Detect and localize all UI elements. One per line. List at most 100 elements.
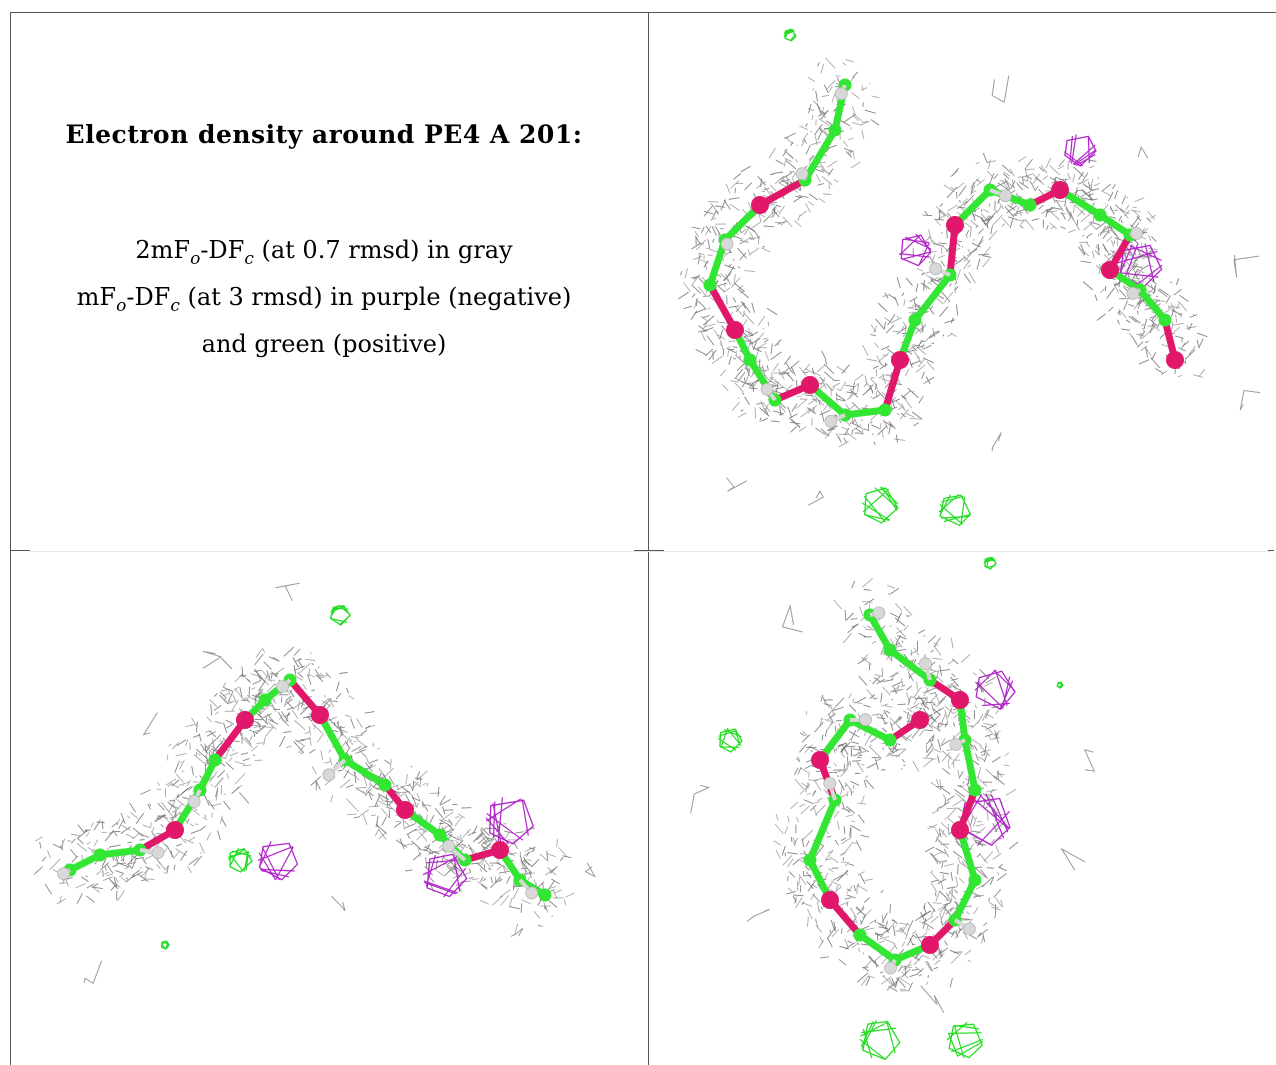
gray-density-mesh [690, 577, 1096, 1014]
hydrogen-atom [151, 846, 165, 859]
positive-density-blob [717, 728, 743, 753]
carbon-atom [378, 778, 392, 792]
oxygen-atom [911, 711, 929, 729]
hydrogen-atom [1130, 227, 1143, 240]
caption-line2-sub-o: o [116, 295, 127, 316]
frame-middle-horizontal-center [634, 550, 664, 551]
carbon-atom [968, 783, 982, 797]
hydrogen-atom [999, 189, 1012, 203]
hydrogen-atom [795, 167, 809, 181]
negative-density-blob [899, 233, 932, 267]
positive-density-blob [160, 940, 170, 950]
frame-middle-horizontal-right [1268, 550, 1274, 551]
negative-density-blob [1063, 134, 1097, 167]
divider-faint [30, 551, 1270, 552]
carbon-atom [1023, 198, 1037, 212]
positive-density-blob [227, 847, 253, 873]
negative-density-blob [485, 797, 534, 845]
hydrogen-atom [884, 961, 897, 975]
gray-density-mesh [678, 57, 1261, 506]
positive-density-blob [861, 486, 899, 524]
positive-density-blob [946, 1021, 984, 1059]
oxygen-atom [396, 801, 414, 819]
oxygen-atom [726, 321, 744, 339]
caption-line1-sub-o: o [190, 248, 201, 269]
carbon-atom [853, 928, 867, 942]
panel-top-right-density-view [678, 28, 1261, 527]
caption-line2-sub-c: c [170, 295, 180, 316]
hydrogen-atom [823, 777, 837, 790]
hydrogen-atom [872, 606, 886, 620]
carbon-atom [433, 828, 447, 842]
negative-density-blob [974, 669, 1016, 711]
oxygen-atom [921, 936, 939, 954]
gray-density-mesh [33, 582, 597, 985]
positive-density-blob [983, 556, 997, 570]
frame-middle-horizontal-left [10, 550, 30, 551]
oxygen-atom [166, 821, 184, 839]
carbon-atom [908, 313, 922, 327]
caption-title: Electron density around PE4 A 201: [65, 120, 583, 149]
hydrogen-atom [760, 382, 774, 396]
hydrogen-atom [859, 713, 872, 727]
negative-density-blob [1117, 242, 1163, 288]
carbon-atom [1093, 208, 1107, 222]
carbon-atom [803, 853, 817, 867]
oxygen-atom [801, 376, 819, 394]
caption-line2-suffix: (at 3 rmsd) in purple (negative) [179, 282, 572, 311]
oxygen-atom [311, 706, 329, 724]
carbon-atom [828, 123, 842, 137]
hydrogen-atom [929, 262, 942, 276]
hydrogen-atom [322, 768, 336, 782]
frame-left [10, 12, 11, 1065]
hydrogen-atom [919, 657, 932, 671]
caption-line1-suffix: (at 0.7 rmsd) in gray [253, 236, 513, 264]
oxygen-atom [946, 216, 964, 234]
carbon-atom [878, 403, 892, 417]
oxygen-atom [491, 841, 509, 859]
carbon-atom [703, 278, 717, 292]
carbon-atom [883, 733, 897, 747]
caption-line-difference-map: mFo-DFc (at 3 rmsd) in purple (negative) [14, 278, 634, 325]
hydrogen-atom [276, 680, 290, 693]
negative-density-blob [422, 853, 468, 898]
carbon-atom [93, 848, 107, 862]
hydrogen-atom [57, 867, 70, 880]
caption-line-positive: and green (positive) [201, 329, 447, 358]
hydrogen-atom [525, 886, 539, 900]
positive-density-blob [783, 28, 797, 42]
caption-line1-prefix: 2mF [135, 236, 191, 264]
carbon-atom [1158, 313, 1172, 327]
stick-model [57, 673, 552, 902]
caption-line-gray-map: 2mFo-DFc (at 0.7 rmsd) in gray [14, 231, 634, 278]
oxygen-atom [1051, 181, 1069, 199]
caption-line2-mid: -DF [126, 282, 171, 311]
carbon-atom [883, 643, 897, 657]
panel-bottom-left-density-view [33, 582, 597, 985]
caption-panel: Electron density around PE4 A 201: 2mFo-… [14, 120, 634, 363]
positive-density-blob [938, 494, 972, 527]
oxygen-atom [751, 196, 769, 214]
hydrogen-atom [187, 795, 201, 808]
oxygen-atom [1166, 351, 1184, 369]
hydrogen-atom [720, 237, 734, 251]
hydrogen-atom [963, 922, 976, 936]
carbon-atom [208, 753, 222, 767]
frame-top [10, 12, 1276, 13]
hydrogen-atom [824, 414, 838, 428]
oxygen-atom [236, 711, 254, 729]
carbon-atom [258, 693, 272, 707]
positive-density-blob [329, 604, 351, 626]
panel-bottom-right-density-view [690, 556, 1096, 1061]
oxygen-atom [811, 751, 829, 769]
carbon-atom [968, 873, 982, 887]
oxygen-atom [951, 691, 969, 709]
oxygen-atom [891, 351, 909, 369]
oxygen-atom [821, 891, 839, 909]
caption-line2-prefix: mF [76, 282, 117, 311]
hydrogen-atom [834, 87, 848, 101]
positive-density-blob [859, 1020, 901, 1061]
frame-middle-vertical [648, 12, 649, 1065]
